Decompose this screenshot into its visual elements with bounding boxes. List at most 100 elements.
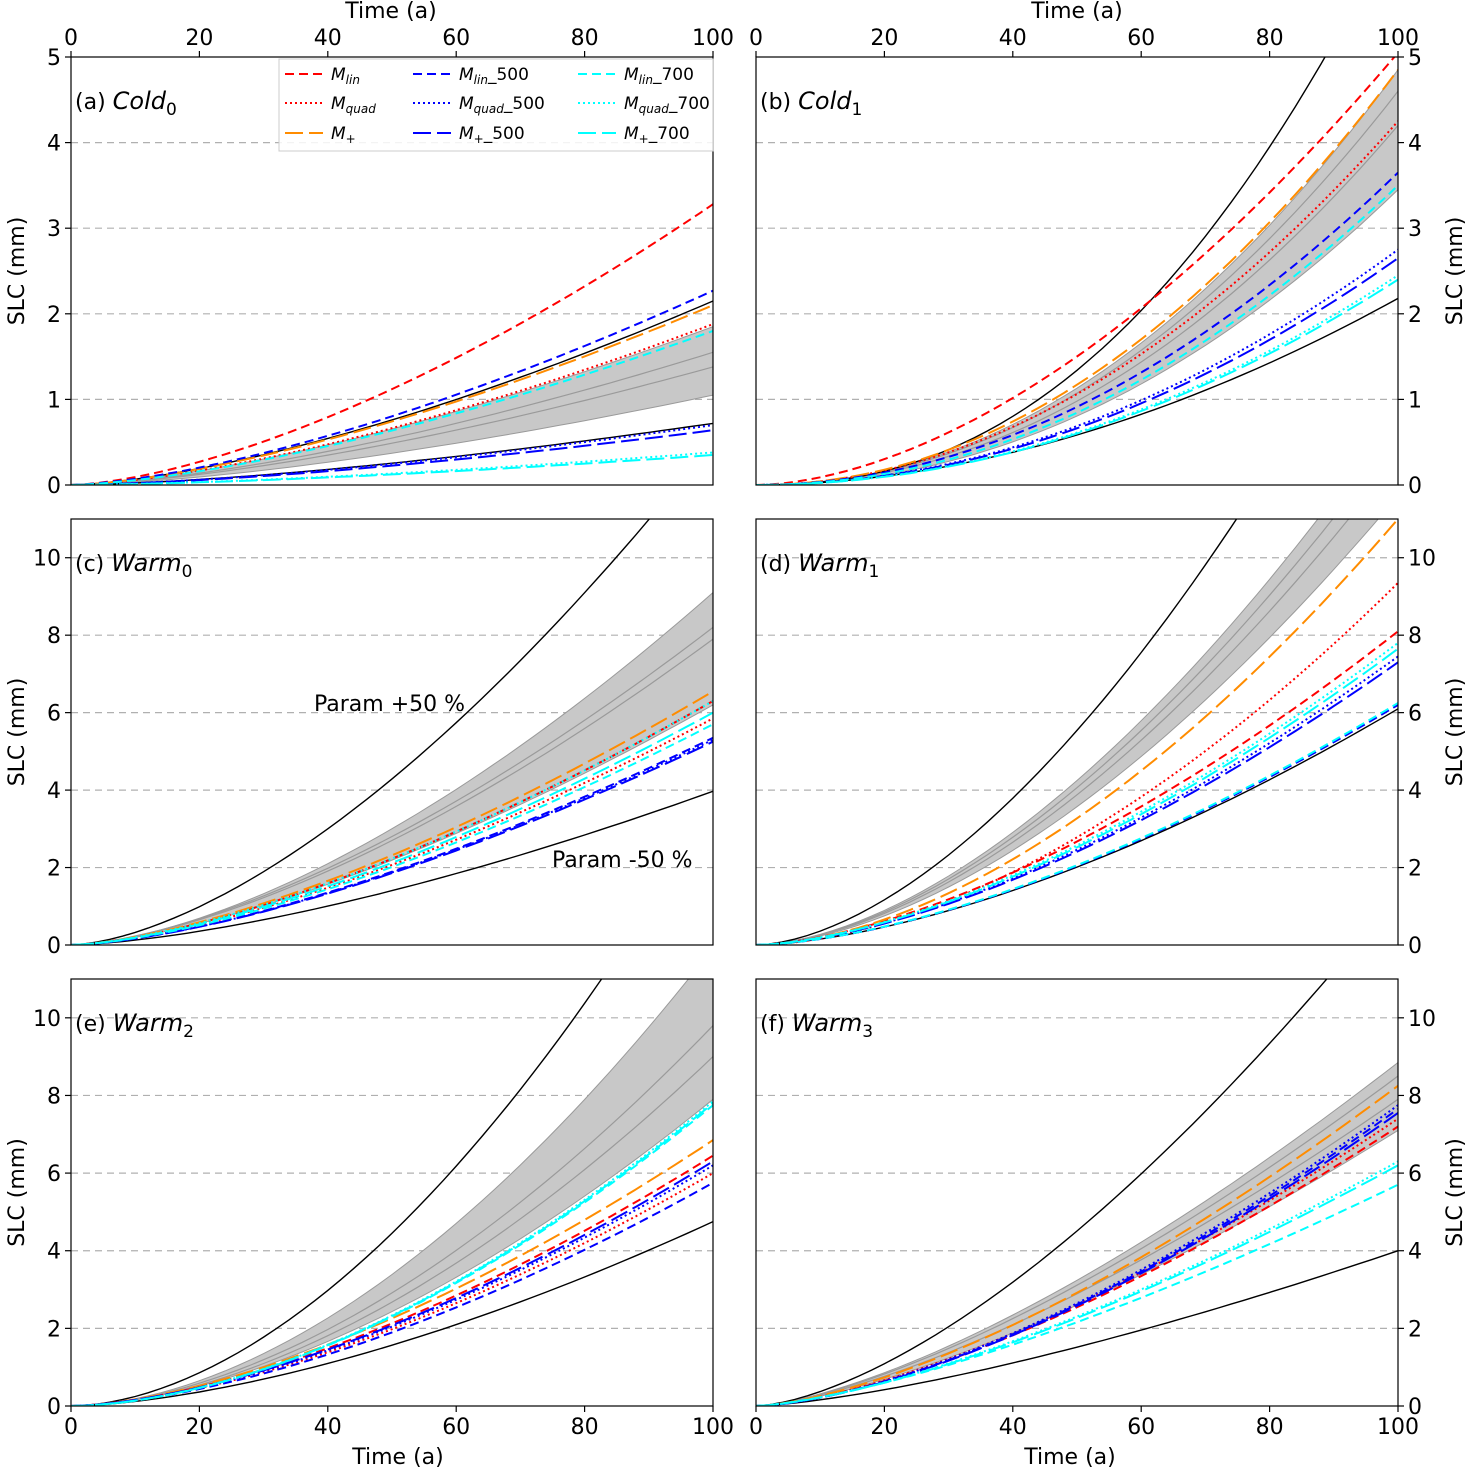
- legend-item-m-plus-500: M+_500: [413, 124, 525, 146]
- y-tick-label: 0: [47, 934, 61, 959]
- x-tick-label: 100: [692, 26, 734, 51]
- series-line-m-lin: [71, 203, 713, 485]
- legend-label: M+: [331, 124, 356, 146]
- series-line-m-plus-500: [71, 429, 713, 485]
- uncertainty-band: [71, 979, 713, 1406]
- band-member-line: [71, 351, 713, 485]
- band-member-line: [71, 626, 713, 945]
- x-tick-label: 20: [870, 26, 898, 51]
- y-tick-label: 2: [47, 857, 61, 882]
- axes-frame: [755, 978, 1399, 1407]
- band-member-line: [756, 90, 1398, 485]
- series-line-m-quad: [71, 717, 713, 945]
- panel-title: (a) Cold0: [75, 87, 177, 120]
- series-line-m-plus-700: [71, 1102, 713, 1406]
- x-tick-label: 100: [1377, 1415, 1419, 1440]
- series-line-m-lin-500: [756, 1108, 1398, 1406]
- axes-frame: [70, 978, 714, 1407]
- x-tick-label: 20: [185, 1415, 213, 1440]
- envelope-lower-line: [71, 790, 713, 945]
- series-line-m-quad: [71, 1172, 713, 1406]
- legend-item-m-quad-500: Mquad_500: [413, 94, 545, 116]
- y-tick-label: 2: [1408, 303, 1422, 328]
- series-line-m-lin: [756, 1125, 1398, 1406]
- series-line-m-lin: [756, 57, 1396, 485]
- y-tick-label: 0: [1408, 474, 1422, 499]
- y-axis-label: SLC (mm): [1443, 217, 1468, 326]
- y-tick-label: 4: [47, 779, 61, 804]
- legend-box: [278, 58, 714, 152]
- series-line-m-plus-700: [756, 278, 1398, 485]
- uncertainty-band: [756, 519, 1379, 945]
- y-axis-label: SLC (mm): [5, 678, 30, 787]
- x-tick-label: 20: [870, 1415, 898, 1440]
- envelope-lower-line: [756, 708, 1398, 945]
- series-line-m-lin: [756, 630, 1398, 945]
- legend-item-m-lin: Mlin: [285, 65, 360, 87]
- panel-title: (f) Warm3: [760, 1009, 873, 1042]
- legend-label: M+_700: [624, 124, 690, 146]
- y-tick-label: 8: [1408, 624, 1422, 649]
- x-tick-label: 40: [999, 26, 1027, 51]
- y-tick-label: 2: [47, 1317, 61, 1342]
- legend-item-m-lin-500: Mlin_500: [413, 65, 529, 87]
- envelope-lower-line: [71, 1220, 713, 1406]
- y-tick-label: 0: [47, 1395, 61, 1420]
- y-axis-label: SLC (mm): [5, 217, 30, 326]
- series-line-m-plus-700: [756, 647, 1398, 945]
- x-tick-label: 40: [314, 26, 342, 51]
- y-tick-label: 2: [1408, 857, 1422, 882]
- y-axis-label: SLC (mm): [1443, 678, 1468, 787]
- y-axis-label: SLC (mm): [1443, 1138, 1468, 1247]
- legend-item-m-quad-700: Mquad_700: [578, 94, 710, 116]
- series-line-m-plus-700: [756, 1164, 1398, 1406]
- panel-title: (d) Warm1: [760, 549, 879, 582]
- x-axis-label-bottom-left: Time (a): [351, 1445, 443, 1469]
- series-line-m-lin-500: [756, 171, 1398, 485]
- series-line-m-lin-700: [71, 329, 713, 485]
- series-line-m-lin-500: [756, 704, 1398, 945]
- y-tick-label: 1: [47, 388, 61, 413]
- envelope-upper-line: [71, 519, 651, 945]
- y-tick-label: 4: [1408, 1240, 1422, 1265]
- series-line-m-plus-700: [71, 711, 713, 945]
- legend: Mlin Mquad M+ Mlin_500 Mquad_500 M+_500 Mlin_7…: [278, 58, 714, 152]
- series-line-m-quad: [71, 323, 713, 485]
- y-tick-label: 5: [1408, 46, 1422, 71]
- band-member-line: [71, 1025, 713, 1406]
- band-member-line: [71, 366, 713, 485]
- band-member-line: [756, 1075, 1398, 1406]
- legend-label: Mlin_500: [459, 65, 529, 87]
- x-tick-label: 0: [749, 26, 763, 51]
- legend-label: Mquad_500: [459, 94, 545, 116]
- y-axis-label: SLC (mm): [5, 1138, 30, 1247]
- legend-label: Mlin: [331, 65, 360, 87]
- x-tick-label: 60: [442, 26, 470, 51]
- series-line-m-quad: [756, 582, 1398, 945]
- axes-frame: [70, 518, 714, 946]
- series-line-m-lin-500: [71, 1181, 713, 1406]
- y-tick-label: 4: [1408, 779, 1422, 804]
- x-tick-label: 100: [1377, 26, 1419, 51]
- series-line-m-quad-500: [71, 738, 713, 945]
- panel-d: 0 2 4 6 8 10 SLC (mm) (d) Warm1: [755, 518, 1468, 959]
- x-axis-label-bottom-right: Time (a): [1023, 1445, 1115, 1469]
- y-tick-label: 0: [1408, 934, 1422, 959]
- panel-title: (b) Cold1: [760, 87, 862, 120]
- legend-item-m-plus-700: M+_700: [578, 124, 690, 146]
- y-tick-label: 3: [47, 217, 61, 242]
- series-line-m-plus: [71, 1139, 713, 1406]
- series-line-m-lin-700: [756, 702, 1398, 945]
- x-tick-label: 0: [749, 1415, 763, 1440]
- x-tick-label: 0: [64, 26, 78, 51]
- series-line-m-plus-500: [71, 740, 713, 945]
- y-tick-label: 6: [47, 702, 61, 727]
- y-tick-label: 6: [1408, 702, 1422, 727]
- uncertainty-band: [71, 591, 713, 945]
- annotation-param-plus: Param +50 %: [314, 692, 465, 717]
- y-tick-label: 6: [1408, 1162, 1422, 1187]
- series-line-m-quad: [756, 120, 1398, 485]
